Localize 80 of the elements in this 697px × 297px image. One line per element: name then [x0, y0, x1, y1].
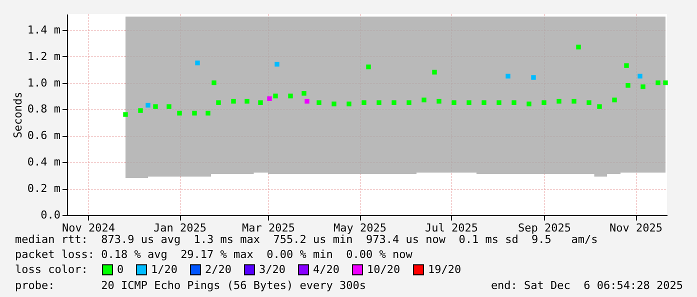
point [422, 98, 426, 102]
y-axis-title: Seconds [11, 92, 24, 138]
point [146, 102, 150, 108]
point [663, 80, 668, 86]
point [542, 100, 546, 105]
point [216, 100, 221, 105]
point [392, 100, 396, 105]
legend-label: 3/20 [259, 262, 286, 276]
point [638, 74, 642, 78]
point [482, 100, 486, 105]
x-tick-label: Nov 2024 [62, 222, 116, 234]
point [153, 104, 158, 109]
point [496, 100, 502, 105]
point [531, 75, 536, 80]
x-tick-label: May 2025 [334, 222, 386, 234]
y-tick-label: 0.0 [40, 208, 60, 222]
point [258, 100, 263, 105]
point [586, 100, 592, 105]
text: probe: 20 ICMP Echo Pings (56 Bytes) every 300s [15, 279, 366, 292]
point [556, 98, 562, 104]
x-tick-label: Nov 2025 [610, 222, 662, 234]
legend-label: 0 [117, 262, 124, 276]
point [656, 80, 660, 86]
legend-label: 4/20 [313, 262, 340, 276]
y-tick-label: 0.4 m [27, 156, 61, 169]
y-tick-label: 1.4 m [27, 23, 61, 36]
point [166, 104, 172, 109]
point [626, 83, 630, 88]
point [466, 100, 472, 105]
point [612, 98, 617, 102]
y-tick-label: 1.0 m [27, 76, 61, 90]
point [452, 100, 456, 105]
point [288, 94, 293, 98]
point [195, 60, 200, 66]
point [526, 102, 532, 106]
legend-label: 19/20 [428, 262, 462, 276]
point [597, 104, 602, 109]
x-tick-label: Jan 2025 [154, 222, 206, 234]
point [624, 63, 629, 68]
y-tick-label: 0.8 m [27, 102, 61, 116]
point [231, 98, 236, 104]
point [332, 102, 336, 106]
text: end: Sat Dec 6 06:54:28 2025 [490, 279, 683, 292]
point [177, 110, 182, 116]
point [274, 62, 280, 67]
point [576, 44, 581, 50]
point [572, 98, 576, 104]
x-tick-label: Mar 2025 [242, 222, 295, 234]
point [273, 94, 278, 98]
point [212, 80, 216, 86]
point [512, 100, 516, 105]
legend-label: 2/20 [205, 262, 232, 276]
point [123, 112, 128, 117]
y-tick-label: 0.2 m [27, 182, 61, 196]
point [304, 98, 310, 104]
point [366, 64, 371, 70]
point [138, 108, 143, 113]
point [316, 100, 322, 105]
legend-title: loss color: [15, 263, 88, 276]
point [376, 100, 382, 105]
text: packet loss: 0.18 % avg 29.17 % max 0.00 % min 0.00 % now [15, 248, 413, 261]
point [506, 74, 510, 78]
point [432, 70, 437, 75]
point [362, 100, 366, 105]
x-tick-label: Sep 2025 [518, 222, 571, 234]
text: median rtt: 873.9 us avg 1.3 ms max 755.2 us min 973.4 us now 0.1 ms sd 9.5 am/s [15, 233, 598, 246]
y-tick-label: 1.2 m [27, 50, 61, 63]
point [206, 110, 210, 116]
point [302, 90, 306, 96]
y-tick-label: 0.6 m [27, 129, 61, 142]
point [640, 84, 646, 90]
point [267, 96, 272, 101]
point [244, 98, 250, 104]
legend-label: 10/20 [367, 262, 400, 276]
point [406, 100, 412, 105]
x-tick-label: Jul 2025 [425, 222, 478, 234]
point [436, 98, 442, 104]
point [192, 110, 197, 116]
legend-label: 1/20 [151, 262, 178, 276]
point [346, 102, 352, 106]
